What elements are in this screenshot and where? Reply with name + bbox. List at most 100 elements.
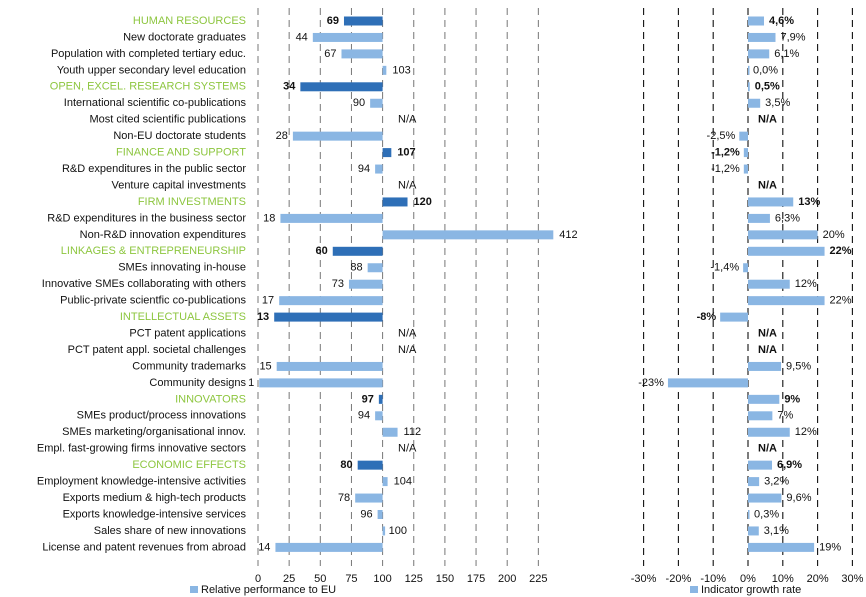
right-bar bbox=[743, 164, 748, 174]
left-bar bbox=[382, 65, 387, 75]
right-bar bbox=[748, 279, 790, 289]
category-heading-label: INTELLECTUAL ASSETS bbox=[120, 311, 246, 323]
left-value-label: 17 bbox=[262, 295, 274, 307]
right-value-label: -8% bbox=[697, 311, 717, 323]
indicator-label: Youth upper secondary level education bbox=[57, 64, 246, 76]
na-label: N/A bbox=[398, 344, 417, 356]
left-value-label: 78 bbox=[338, 492, 350, 504]
na-label: N/A bbox=[758, 179, 777, 191]
left-value-label: 96 bbox=[360, 508, 372, 520]
indicator-label: R&D expenditures in the public sector bbox=[62, 163, 246, 175]
right-value-label: 9% bbox=[784, 393, 800, 405]
right-bar bbox=[748, 213, 770, 223]
right-bar bbox=[720, 312, 748, 322]
indicator-label: Community designs bbox=[149, 377, 246, 389]
indicator-label: Community trademarks bbox=[132, 360, 246, 372]
right-value-label: 12% bbox=[795, 278, 817, 290]
indicator-label: PCT patent applications bbox=[129, 327, 246, 339]
left-bar bbox=[377, 510, 383, 519]
right-value-label: 6,1% bbox=[774, 48, 799, 60]
indicator-label: Empl. fast-growing firms innovative sect… bbox=[37, 443, 247, 455]
indicator-label: Employment knowledge-intensive activitie… bbox=[37, 476, 247, 488]
left-bar bbox=[382, 197, 408, 207]
left-value-label: 14 bbox=[258, 541, 270, 553]
right-bar bbox=[748, 98, 761, 108]
indicator-label: SMEs marketing/organisational innov. bbox=[62, 426, 246, 438]
category-heading-label: OPEN, EXCEL. RESEARCH SYSTEMS bbox=[50, 81, 246, 93]
right-bar bbox=[748, 197, 794, 207]
left-bar bbox=[382, 427, 398, 437]
right-bar bbox=[748, 526, 759, 536]
left-value-label: 100 bbox=[389, 525, 407, 537]
left-x-tick-label: 200 bbox=[498, 573, 516, 585]
right-value-label: 9,6% bbox=[786, 492, 811, 504]
indicator-label: Public-private scientfic co-publications bbox=[60, 295, 246, 307]
indicator-label: Most cited scientific publications bbox=[89, 114, 246, 126]
right-x-tick-label: 30% bbox=[841, 573, 863, 585]
left-bar bbox=[279, 296, 383, 306]
left-bar bbox=[332, 246, 383, 256]
right-value-label: 3,1% bbox=[764, 525, 789, 537]
left-bar bbox=[382, 526, 386, 536]
left-value-label: 1 bbox=[248, 377, 254, 389]
na-label: N/A bbox=[758, 443, 777, 455]
left-bar bbox=[276, 361, 383, 371]
left-value-label: 18 bbox=[263, 212, 275, 224]
left-bar bbox=[382, 477, 388, 487]
na-label: N/A bbox=[758, 114, 777, 126]
na-label: N/A bbox=[758, 327, 777, 339]
na-label: N/A bbox=[398, 443, 417, 455]
category-heading-label: ECONOMIC EFFECTS bbox=[132, 459, 246, 471]
left-legend-label: Relative performance to EU bbox=[201, 584, 336, 596]
right-bar bbox=[748, 361, 782, 371]
right-value-label: 22% bbox=[830, 245, 852, 257]
right-x-tick-label: 20% bbox=[807, 573, 829, 585]
left-bar bbox=[275, 542, 383, 552]
right-value-label: 3,2% bbox=[764, 476, 789, 488]
left-value-label: 44 bbox=[296, 31, 308, 43]
left-value-label: 28 bbox=[276, 130, 288, 142]
indicator-label: Sales share of new innovations bbox=[94, 525, 247, 537]
indicator-label: Non-EU doctorate students bbox=[113, 130, 246, 142]
left-x-tick-label: 175 bbox=[467, 573, 485, 585]
right-value-label: 12% bbox=[795, 426, 817, 438]
left-x-tick-label: 225 bbox=[529, 573, 547, 585]
category-heading-label: INNOVATORS bbox=[175, 393, 246, 405]
left-value-label: 107 bbox=[397, 147, 415, 159]
right-value-label: 19% bbox=[819, 541, 841, 553]
right-bar bbox=[739, 131, 748, 141]
indicator-label: SMEs innovating in-house bbox=[118, 262, 246, 274]
indicator-label: SMEs product/process innovations bbox=[77, 410, 247, 422]
left-x-tick-label: 25 bbox=[283, 573, 295, 585]
right-bar bbox=[748, 82, 750, 92]
indicator-label: R&D expenditures in the business sector bbox=[47, 212, 246, 224]
right-x-tick-label: -10% bbox=[700, 573, 726, 585]
right-bar bbox=[748, 16, 765, 26]
category-heading-label: HUMAN RESOURCES bbox=[133, 15, 246, 27]
na-label: N/A bbox=[758, 344, 777, 356]
na-label: N/A bbox=[398, 114, 417, 126]
indicator-label: PCT patent appl. societal challenges bbox=[68, 344, 247, 356]
left-value-label: 80 bbox=[340, 459, 352, 471]
left-bar bbox=[348, 279, 383, 289]
left-value-label: 112 bbox=[404, 426, 422, 438]
right-bar bbox=[748, 477, 760, 487]
indicator-label: Non-R&D innovation expenditures bbox=[80, 229, 247, 241]
right-value-label: -23% bbox=[638, 377, 664, 389]
right-value-label: 0,5% bbox=[755, 81, 780, 93]
left-bar bbox=[357, 460, 383, 470]
left-value-label: 15 bbox=[259, 360, 271, 372]
right-bar bbox=[748, 49, 770, 59]
right-value-label: 13% bbox=[798, 196, 820, 208]
right-bar bbox=[748, 32, 776, 42]
left-x-tick-label: 75 bbox=[345, 573, 357, 585]
left-value-label: 104 bbox=[394, 476, 412, 488]
left-value-label: 90 bbox=[353, 97, 365, 109]
right-value-label: 9,5% bbox=[786, 360, 811, 372]
left-x-tick-label: 150 bbox=[436, 573, 454, 585]
left-value-label: 34 bbox=[283, 81, 296, 93]
right-value-label: 0,0% bbox=[753, 64, 778, 76]
right-value-label: 20% bbox=[823, 229, 845, 241]
right-bar bbox=[667, 378, 748, 388]
